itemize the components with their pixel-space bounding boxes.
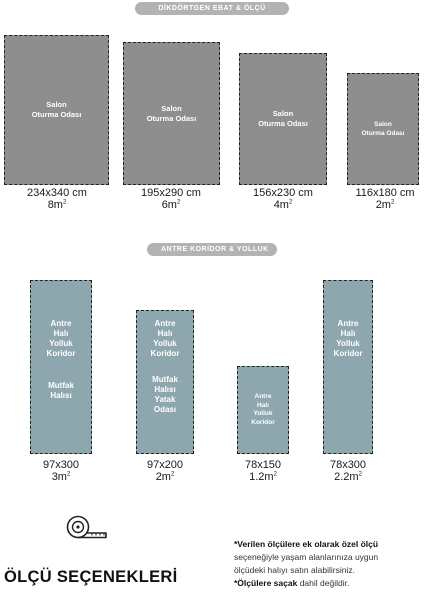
- rug-area: 2.2m: [334, 471, 359, 483]
- rug-text: Odası: [153, 405, 177, 414]
- rug-text: Oturma Odası: [31, 110, 82, 119]
- rug-area: 2m: [155, 471, 171, 483]
- area-exponent: 2: [288, 199, 293, 206]
- rug-text: Oturma Odası: [146, 113, 197, 123]
- corridor-rug-2: Antre Halı Yolluk Koridor Mutfak Halısı …: [136, 310, 194, 454]
- note-line: seçeneğiyle yaşam alanlarınıza uygun: [234, 552, 379, 562]
- rug-text: Antre: [50, 319, 72, 328]
- rug-text: Koridor: [150, 349, 180, 358]
- rug-text: Halı: [257, 401, 269, 409]
- rug-text: Antre: [254, 393, 272, 400]
- note-line-rest: dahil değildir.: [297, 578, 350, 588]
- rug-text: Antre: [337, 319, 359, 328]
- rug-text: Yatak: [154, 395, 176, 404]
- note-line: ölçüdeki halıyı satın alabilirsiniz.: [234, 565, 355, 575]
- rect-rug-caption: 195x290 cm 6m2: [116, 187, 226, 211]
- rug-text-group: Mutfak Halısı Yatak Odası: [152, 375, 178, 415]
- corridor-rug-3: Antre Halı Yolluk Koridor: [237, 366, 289, 454]
- rug-text: Salon: [374, 121, 392, 128]
- rug-text: Salon: [161, 103, 182, 113]
- rug-text: Koridor: [333, 349, 363, 358]
- corridor-section-label: ANTRE KORİDOR & YOLLUK: [147, 243, 277, 256]
- area-exponent: 2: [176, 199, 181, 206]
- rug-text: Salon: [272, 109, 294, 118]
- rug-text: Yolluk: [253, 410, 273, 417]
- area-exponent: 2: [170, 471, 175, 478]
- area-exponent: 2: [66, 471, 71, 478]
- rug-text-group: Antre Halı Yolluk Koridor: [47, 319, 76, 359]
- rug-text: Halı: [157, 329, 173, 338]
- corridor-rug-caption: 78x150 1.2m2: [208, 459, 318, 483]
- rug-text: Mutfak: [152, 375, 178, 384]
- rug-text-group: Antre Halı Yolluk Koridor: [151, 319, 180, 359]
- measuring-tape-icon: [66, 515, 107, 539]
- rect-rug-caption: 156x230 cm 4m2: [228, 187, 338, 211]
- rug-area: 6m: [161, 199, 177, 211]
- rug-area: 1.2m: [249, 471, 274, 483]
- rug-text-group: Antre Halı Yolluk Koridor: [334, 319, 363, 359]
- corridor-rug-caption: 78x300 2.2m2: [293, 459, 403, 483]
- rug-size: 195x290 cm: [141, 187, 201, 199]
- rug-text: Oturma Odası: [258, 119, 308, 128]
- rug-size: 234x340 cm: [27, 187, 87, 199]
- rug-text: Antre: [154, 319, 176, 328]
- corridor-rug-1: Antre Halı Yolluk Koridor Mutfak Halısı: [30, 280, 92, 454]
- rect-rug-1: Salon Oturma Odası: [4, 35, 109, 185]
- note-line: *Verilen ölçülere ek olarak özel ölçü: [234, 539, 379, 549]
- rug-size: 97x200: [146, 459, 184, 471]
- rug-text: Halı: [53, 329, 69, 338]
- rug-text: Yolluk: [49, 339, 73, 348]
- rug-size: 97x300: [42, 459, 80, 471]
- rug-area: 3m: [51, 471, 67, 483]
- rect-rug-caption: 116x180 cm 2m2: [330, 187, 424, 211]
- rug-area: 4m: [273, 199, 289, 211]
- rect-rug-4: Salon Oturma Odası: [347, 73, 419, 185]
- corridor-rug-4: Antre Halı Yolluk Koridor: [323, 280, 373, 454]
- page-title: ÖLÇÜ SEÇENEKLERİ: [4, 568, 178, 586]
- rug-size: 78x150: [244, 459, 282, 471]
- rug-text: Yolluk: [153, 339, 177, 348]
- rectangle-section-label: DİKDÖRTGEN EBAT & ÖLÇÜ: [135, 2, 289, 15]
- rug-text: Salon: [46, 100, 67, 109]
- rug-text-group: Mutfak Halısı: [48, 381, 74, 401]
- rug-text: Mutfak: [48, 381, 74, 390]
- rect-rug-3: Salon Oturma Odası: [239, 53, 327, 185]
- rug-text: Halısı: [50, 391, 72, 400]
- rug-text: Halı: [340, 329, 356, 338]
- rect-rug-2: Salon Oturma Odası: [123, 42, 220, 185]
- rug-area: 8m: [47, 199, 63, 211]
- area-exponent: 2: [358, 471, 362, 478]
- area-exponent: 2: [390, 199, 395, 206]
- rug-text: Oturma Odası: [361, 130, 405, 137]
- note-line-bold: *Ölçülere saçak: [234, 578, 298, 588]
- rug-text: Halısı: [154, 385, 176, 394]
- area-exponent: 2: [62, 199, 67, 206]
- area-exponent: 2: [273, 471, 277, 478]
- corridor-rug-caption: 97x200 2m2: [110, 459, 220, 483]
- rug-area: 2m: [375, 199, 391, 211]
- rect-rug-caption: 234x340 cm 8m2: [2, 187, 112, 211]
- rug-text: Yolluk: [336, 339, 360, 348]
- notes-block: *Verilen ölçülere ek olarak özel ölçü se…: [234, 538, 420, 590]
- corridor-rug-caption: 97x300 3m2: [6, 459, 116, 483]
- rug-size: 156x230 cm: [253, 187, 313, 199]
- rug-text: Koridor: [46, 349, 76, 358]
- rug-size: 78x300: [329, 459, 367, 471]
- rug-size: 116x180 cm: [355, 187, 415, 199]
- rug-text: Koridor: [251, 418, 275, 426]
